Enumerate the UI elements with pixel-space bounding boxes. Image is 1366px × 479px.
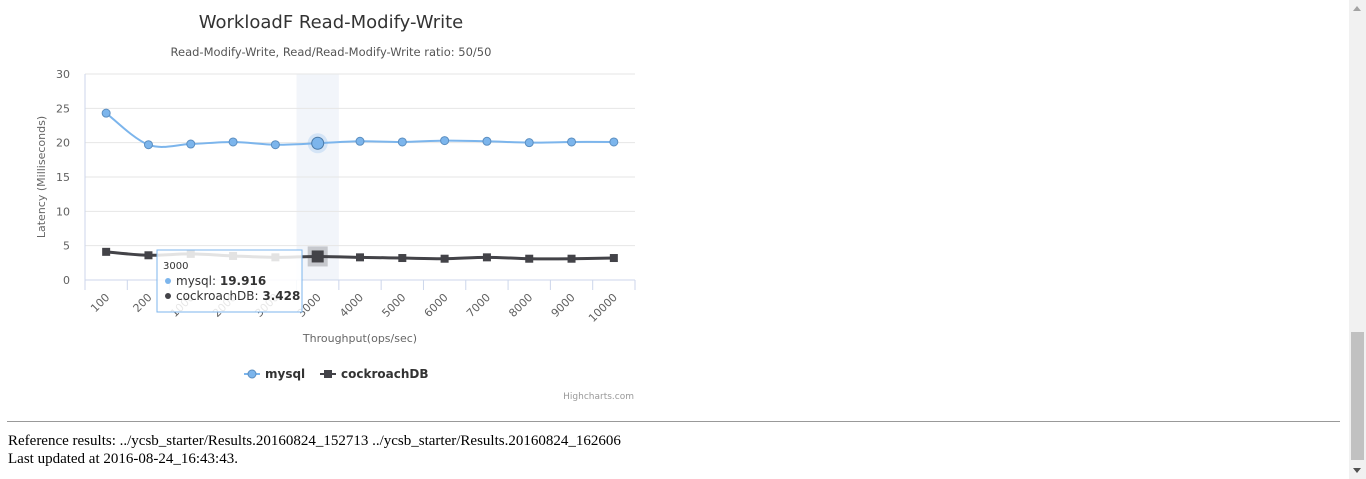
x-tick-label: 8000 <box>506 291 535 320</box>
data-point-cockroachDB <box>567 254 576 263</box>
legend-item-mysql[interactable]: mysql <box>244 367 305 381</box>
data-point-mysql <box>228 137 238 147</box>
y-tick-label: 15 <box>56 171 70 184</box>
chart-subtitle: Read-Modify-Write, Read/Read-Modify-Writ… <box>171 45 492 59</box>
data-point-mysql <box>567 137 577 147</box>
tooltip-value: 19.916 <box>220 274 266 288</box>
tooltip-dot <box>165 278 171 284</box>
legend-label: mysql <box>265 367 305 381</box>
data-point-mysql <box>482 136 492 146</box>
y-tick-label: 30 <box>56 68 70 81</box>
data-point-mysql <box>101 108 111 118</box>
legend-marker <box>247 369 257 379</box>
data-point-cockroachDB <box>144 251 153 260</box>
chart-container: WorkloadF Read-Modify-Write Read-Modify-W… <box>0 0 640 408</box>
chart-title: WorkloadF Read-Modify-Write <box>199 12 463 33</box>
data-point-mysql <box>524 138 534 148</box>
x-tick-label: 4000 <box>337 291 366 320</box>
x-tick-label: 7000 <box>464 291 493 320</box>
vertical-scrollbar[interactable] <box>1349 0 1366 479</box>
tooltip-box <box>156 249 303 313</box>
tooltip-value: 3.428 <box>262 289 300 303</box>
x-tick-label: 6000 <box>422 291 451 320</box>
legend-label: cockroachDB <box>341 367 428 381</box>
data-point-mysql <box>609 137 619 147</box>
x-tick-label: 10000 <box>586 291 620 325</box>
scroll-down-button[interactable] <box>1349 462 1366 479</box>
tooltip-row: mysql: 19.916 <box>176 274 266 288</box>
y-tick-label: 0 <box>63 274 70 287</box>
x-tick-label: 9000 <box>549 291 578 320</box>
tooltip-row: cockroachDB: 3.428 <box>176 289 300 303</box>
data-point-cockroachDB <box>482 253 491 262</box>
data-point-cockroachDB <box>311 250 324 263</box>
y-tick-label: 5 <box>63 240 70 253</box>
data-point-mysql <box>355 136 365 146</box>
horizontal-rule <box>7 421 1340 422</box>
y-tick-label: 10 <box>56 205 70 218</box>
latency-chart: WorkloadF Read-Modify-Write Read-Modify-W… <box>35 12 636 402</box>
last-updated: Last updated at 2016-08-24_16:43:43. <box>8 451 238 467</box>
x-tick-label: 200 <box>131 291 155 315</box>
x-tick-label: 5000 <box>379 291 408 320</box>
tooltip-series-name: cockroachDB: <box>176 289 262 303</box>
data-point-cockroachDB <box>440 254 449 263</box>
data-point-mysql <box>270 140 280 150</box>
reference-results: Reference results: ../ycsb_starter/Resul… <box>8 433 621 449</box>
y-tick-label: 20 <box>56 137 70 150</box>
tooltip-dot <box>165 293 171 299</box>
chevron-up-icon <box>1353 6 1361 11</box>
y-axis-title: Latency (Milliseconds) <box>35 116 48 238</box>
data-point-cockroachDB <box>102 247 111 256</box>
tooltip-header: 3000 <box>163 261 188 272</box>
data-point-mysql <box>311 136 325 150</box>
tooltip-series-name: mysql: <box>176 274 220 288</box>
data-point-mysql <box>143 140 153 150</box>
data-point-mysql <box>186 139 196 149</box>
scrollbar-thumb[interactable] <box>1351 332 1364 460</box>
x-tick-label: 100 <box>88 291 112 315</box>
data-point-mysql <box>440 136 450 146</box>
data-point-cockroachDB <box>609 254 618 263</box>
data-point-cockroachDB <box>356 253 364 262</box>
y-tick-label: 25 <box>56 102 70 115</box>
data-point-mysql <box>397 137 407 147</box>
x-axis-title: Throughput(ops/sec) <box>302 332 417 345</box>
scroll-up-button[interactable] <box>1349 0 1366 17</box>
data-point-cockroachDB <box>398 254 407 263</box>
chevron-down-icon <box>1353 468 1361 473</box>
legend-item-cockroachDB[interactable]: cockroachDB <box>320 367 428 381</box>
footer-text: Reference results: ../ycsb_starter/Resul… <box>8 432 621 468</box>
chart-credits: Highcharts.com <box>563 392 634 402</box>
legend-marker <box>324 370 332 378</box>
data-point-cockroachDB <box>525 254 534 263</box>
chart-legend: mysql cockroachDB <box>244 367 428 381</box>
